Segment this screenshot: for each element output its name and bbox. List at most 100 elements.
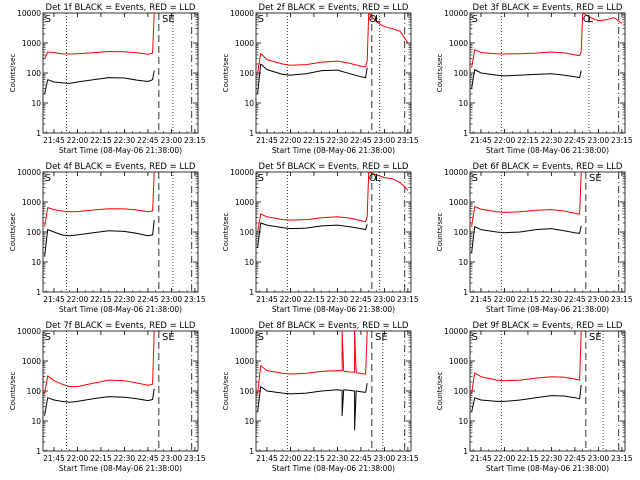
x-tick-label: 21:45 xyxy=(256,295,278,304)
y-tick-label: 10000 xyxy=(444,327,468,336)
x-tick-label: 22:00 xyxy=(280,136,302,145)
x-tick-label: 21:45 xyxy=(43,136,65,145)
x-axis-label: Start Time (08-May-06 21:38:00) xyxy=(486,146,609,155)
x-tick-label: 21:45 xyxy=(470,454,492,463)
y-tick-label: 1000 xyxy=(235,198,254,207)
series-lld-line xyxy=(257,12,409,74)
panel-title: Det 8f BLACK = Events, RED = LLD xyxy=(259,321,409,331)
annotation-marker: S xyxy=(472,14,478,25)
y-tick-label: 10 xyxy=(31,99,41,108)
x-tick-label: 21:45 xyxy=(470,136,492,145)
series-lld-line xyxy=(257,171,409,233)
series-lld-line xyxy=(471,12,623,68)
panel-title: Det 9f BLACK = Events, RED = LLD xyxy=(473,321,623,331)
series-events-line xyxy=(257,383,368,431)
y-tick-label: 10000 xyxy=(444,9,468,18)
y-tick-label: 1 xyxy=(249,447,254,456)
x-tick-label: 23:00 xyxy=(588,295,610,304)
y-axis-label: Counts/sec xyxy=(222,54,230,93)
y-tick-label: 100 xyxy=(27,69,42,78)
annotation-marker: O xyxy=(369,14,377,25)
x-tick-label: 23:00 xyxy=(374,136,396,145)
annotation-marker: SE xyxy=(589,173,602,184)
annotation-marker: S xyxy=(258,332,264,343)
y-tick-label: 10000 xyxy=(17,9,41,18)
x-tick-label: 22:30 xyxy=(327,454,349,463)
x-tick-label: 22:30 xyxy=(114,454,136,463)
x-tick-label: 22:45 xyxy=(564,136,586,145)
y-tick-label: 1 xyxy=(463,129,468,138)
x-tick-label: 23:00 xyxy=(161,454,183,463)
x-tick-label: 22:15 xyxy=(517,136,539,145)
x-tick-label: 22:15 xyxy=(303,295,325,304)
x-tick-label: 22:00 xyxy=(67,136,89,145)
y-tick-label: 100 xyxy=(454,228,469,237)
x-tick-label: 22:00 xyxy=(67,295,89,304)
y-tick-label: 10 xyxy=(31,258,41,267)
y-tick-label: 10 xyxy=(458,417,468,426)
x-axis-label: Start Time (08-May-06 21:38:00) xyxy=(486,464,609,473)
series-lld-line xyxy=(257,330,368,394)
panel-det-9: Det 9f BLACK = Events, RED = LLD 1 10 100 10… xyxy=(436,321,633,473)
y-tick-label: 10000 xyxy=(230,327,254,336)
series-lld-line xyxy=(471,330,582,394)
x-axis-label: Start Time (08-May-06 21:38:00) xyxy=(59,146,182,155)
plot-frame xyxy=(469,171,626,293)
x-tick-label: 22:15 xyxy=(90,295,112,304)
x-tick-label: 23:15 xyxy=(611,454,633,463)
x-tick-label: 22:30 xyxy=(114,295,136,304)
annotation-marker: S xyxy=(45,173,51,184)
panel-det-4: Det 4f BLACK = Events, RED = LLD 1 10 100 10… xyxy=(9,162,206,314)
y-tick-label: 1000 xyxy=(22,39,41,48)
y-tick-label: 10 xyxy=(31,417,41,426)
x-tick-label: 23:00 xyxy=(161,136,183,145)
y-tick-label: 1 xyxy=(249,288,254,297)
x-tick-label: 22:30 xyxy=(541,295,563,304)
x-tick-label: 23:00 xyxy=(374,295,396,304)
plot-frame xyxy=(255,171,412,293)
annotation-marker: O xyxy=(369,173,377,184)
annotation-marker: S xyxy=(258,14,264,25)
series-events-line xyxy=(257,63,368,95)
x-tick-label: 22:00 xyxy=(280,454,302,463)
panel-title: Det 1f BLACK = Events, RED = LLD xyxy=(46,3,196,13)
series-events-line xyxy=(44,70,155,95)
y-axis-label: Counts/sec xyxy=(436,213,444,252)
x-tick-label: 22:30 xyxy=(541,454,563,463)
y-tick-label: 100 xyxy=(454,69,469,78)
y-tick-label: 10000 xyxy=(17,327,41,336)
panel-title: Det 3f BLACK = Events, RED = LLD xyxy=(473,3,623,13)
x-tick-label: 23:15 xyxy=(611,136,633,145)
series-events-line xyxy=(44,388,155,416)
x-tick-label: 22:15 xyxy=(90,136,112,145)
annotation-marker: O xyxy=(583,14,591,25)
annotation-marker: L xyxy=(375,14,381,25)
x-tick-label: 22:30 xyxy=(327,295,349,304)
panel-det-1: Det 1f BLACK = Events, RED = LLD 1 10 100 10… xyxy=(9,3,206,155)
y-tick-label: 100 xyxy=(240,228,255,237)
annotation-marker: S xyxy=(472,332,478,343)
y-axis-label: Counts/sec xyxy=(436,372,444,411)
x-tick-label: 23:15 xyxy=(184,295,206,304)
y-axis-label: Counts/sec xyxy=(9,54,17,93)
y-tick-label: 10 xyxy=(458,99,468,108)
x-tick-label: 23:00 xyxy=(588,136,610,145)
y-tick-label: 1000 xyxy=(235,357,254,366)
series-events-line xyxy=(471,225,582,254)
panel-det-7: Det 7f BLACK = Events, RED = LLD 1 10 100 10… xyxy=(9,321,206,473)
y-tick-label: 1000 xyxy=(449,39,468,48)
y-tick-label: 1 xyxy=(36,447,41,456)
y-tick-label: 10 xyxy=(244,258,254,267)
x-tick-label: 23:15 xyxy=(397,136,419,145)
x-tick-label: 22:00 xyxy=(494,136,516,145)
x-tick-label: 23:15 xyxy=(184,454,206,463)
x-tick-label: 22:45 xyxy=(350,136,372,145)
x-tick-label: 21:45 xyxy=(43,295,65,304)
y-tick-label: 100 xyxy=(27,228,42,237)
x-tick-label: 22:45 xyxy=(564,295,586,304)
y-tick-label: 1000 xyxy=(22,198,41,207)
x-tick-label: 23:15 xyxy=(397,454,419,463)
panel-title: Det 7f BLACK = Events, RED = LLD xyxy=(46,321,196,331)
x-tick-label: 22:45 xyxy=(350,454,372,463)
